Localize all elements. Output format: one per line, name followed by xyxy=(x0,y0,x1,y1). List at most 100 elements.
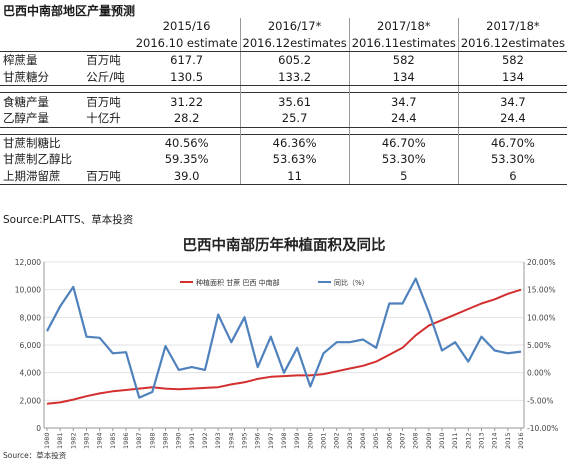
header-spacer xyxy=(0,34,85,53)
left-tick-label: 8,000 xyxy=(20,313,42,322)
row-label: 食糖产量 xyxy=(0,92,85,110)
group-gap xyxy=(0,127,567,135)
left-tick-label: 2,000 xyxy=(20,396,42,405)
x-tick-label: 1986 xyxy=(122,432,130,449)
row-label: 甘蔗糖分 xyxy=(0,68,85,87)
table-row: 上期滞留蔗 百万吨 39.0 11 5 6 xyxy=(0,167,567,186)
table-cell: 130.5 xyxy=(133,68,241,87)
x-tick-label: 2001 xyxy=(320,432,328,449)
header-row-years: 2015/16 2016/17* 2017/18* 2017/18* xyxy=(0,18,567,35)
x-tick-label: 1999 xyxy=(293,432,301,449)
row-unit: 百万吨 xyxy=(84,167,134,186)
x-tick-label: 2002 xyxy=(333,432,341,449)
table-row: 甘蔗糖分 公斤/吨 130.5 133.2 134 134 xyxy=(0,68,567,87)
x-tick-label: 2013 xyxy=(478,432,486,449)
table-cell: 46.36% xyxy=(239,133,350,152)
left-tick-label: 12,000 xyxy=(15,258,41,267)
table-title: 巴西中南部地区产量预测 xyxy=(3,4,136,18)
x-tick-label: 1987 xyxy=(135,432,143,449)
table-cell: 53.63% xyxy=(239,151,350,168)
table-row: 乙醇产量 十亿升 28.2 25.7 24.4 24.4 xyxy=(0,109,567,128)
gap-cell xyxy=(84,86,133,93)
row-unit xyxy=(84,151,133,168)
column-header-year: 2015/16 xyxy=(162,19,211,34)
gap-cell xyxy=(84,127,133,134)
column-header-year: 2017/18* xyxy=(348,18,459,35)
x-tick-label: 2015 xyxy=(504,432,512,449)
x-tick-label: 1993 xyxy=(214,432,222,449)
row-label: 乙醇产量 xyxy=(0,109,85,128)
left-tick-label: 6,000 xyxy=(20,341,42,350)
chart-title: 巴西中南部历年种植面积及同比 xyxy=(183,236,386,254)
x-tick-label: 1984 xyxy=(96,432,104,449)
left-tick-label: 4,000 xyxy=(20,369,42,378)
right-tick-label: 5.00% xyxy=(527,341,551,350)
table-cell: 582 xyxy=(348,51,459,69)
table-cell: 46.70% xyxy=(348,133,459,152)
table-cell: 582 xyxy=(457,51,567,69)
x-tick-label: 1992 xyxy=(201,432,209,449)
x-tick-label: 1983 xyxy=(83,432,91,449)
table-cell: 59.35% xyxy=(164,152,209,167)
left-tick-label: 10,000 xyxy=(15,286,41,295)
x-tick-label: 2010 xyxy=(438,432,446,449)
row-label: 上期滞留蔗 xyxy=(0,167,85,186)
x-tick-label: 1982 xyxy=(69,432,77,449)
gap-cell xyxy=(457,127,567,135)
gap-cell xyxy=(134,86,240,93)
column-header-year: 2016/17* xyxy=(239,18,350,35)
table-row: 甘蔗制乙醇比 59.35% 53.63% 53.30% 53.30% xyxy=(0,151,567,168)
right-tick-label: 15.00% xyxy=(527,286,556,295)
production-forecast-table: 2015/16 2016/17* 2017/18* 2017/18* 2016.10 e… xyxy=(0,18,567,186)
gap-cell xyxy=(0,127,84,134)
table-cell: 605.2 xyxy=(239,51,350,69)
table-cell: 31.22 xyxy=(133,92,241,110)
x-tick-label: 2014 xyxy=(491,432,499,449)
x-tick-label: 1989 xyxy=(162,432,170,449)
row-label: 甘蔗制糖比 xyxy=(0,133,85,152)
row-unit xyxy=(84,133,134,152)
table-cell: 134 xyxy=(348,68,459,87)
x-tick-label: 1996 xyxy=(254,432,262,449)
table-source: Source:PLATTS、草本投资 xyxy=(3,214,134,226)
x-tick-label: 1990 xyxy=(175,432,183,449)
x-tick-label: 2003 xyxy=(346,432,354,449)
table-cell: 34.7 xyxy=(457,92,567,110)
column-header-estimate: 2016.11estimates xyxy=(348,34,459,53)
legend-label-yoy: 同比（%） xyxy=(334,278,369,287)
right-tick-label: 0.00% xyxy=(527,369,551,378)
chart-source: Source：草本投资 xyxy=(3,450,67,460)
table-cell: 53.30% xyxy=(457,151,567,168)
header-spacer xyxy=(84,18,133,35)
right-tick-label: 10.00% xyxy=(527,313,556,322)
table-cell: 133.2 xyxy=(239,68,350,87)
x-tick-label: 2008 xyxy=(412,432,420,449)
x-tick-label: 2016 xyxy=(517,432,525,449)
table-cell: 39.0 xyxy=(133,167,241,186)
table-row: 榨蔗量 百万吨 617.7 605.2 582 582 xyxy=(0,51,567,69)
chart-svg: 巴西中南部历年种植面积及同比 0 -10.00% 2,000 -5.00% 4,000 0.… xyxy=(3,236,558,460)
row-unit: 公斤/吨 xyxy=(84,68,134,87)
header-spacer xyxy=(0,18,84,35)
table-cell: 5 xyxy=(348,167,459,186)
x-tick-label: 1981 xyxy=(56,432,64,449)
right-tick-label: 20.00% xyxy=(527,258,556,267)
table-cell: 28.2 xyxy=(133,109,241,128)
x-tick-label: 1985 xyxy=(109,432,117,449)
gap-cell xyxy=(239,85,350,93)
gap-cell xyxy=(348,85,459,93)
header-row-estimates: 2016.10 estimate 2016.12estimates 2016.11e… xyxy=(0,34,567,53)
x-tick-label: 2012 xyxy=(464,432,472,449)
table-cell: 617.7 xyxy=(170,53,204,68)
table-cell: 25.7 xyxy=(239,109,350,128)
row-unit: 百万吨 xyxy=(84,92,134,110)
column-header-year: 2017/18* xyxy=(457,18,567,35)
row-unit: 百万吨 xyxy=(86,53,121,68)
table-cell: 40.56% xyxy=(133,133,241,152)
row-label: 榨蔗量 xyxy=(3,53,38,68)
table-cell: 24.4 xyxy=(457,109,567,128)
gap-cell xyxy=(134,127,240,134)
series-line-1 xyxy=(46,288,522,405)
x-tick-label: 1997 xyxy=(267,432,275,449)
row-unit: 十亿升 xyxy=(84,109,134,128)
